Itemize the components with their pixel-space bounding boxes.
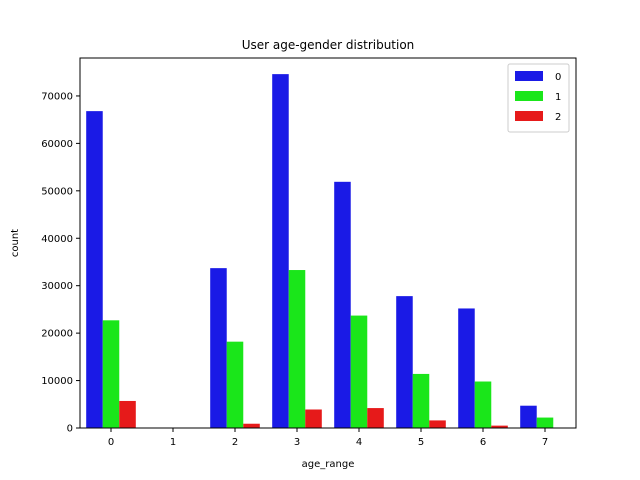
y-tick-label: 70000: [41, 91, 73, 102]
y-tick-label: 50000: [41, 186, 73, 197]
bar-series-1-cat-5: [412, 373, 430, 428]
y-tick-label: 20000: [41, 329, 73, 340]
bar-series-0-cat-7: [520, 405, 537, 428]
bar-series-0-cat-0: [86, 111, 103, 428]
plot-frame: [79, 57, 577, 429]
bar-series-2-cat-4: [367, 408, 384, 428]
bar-series-0-cat-4: [334, 181, 351, 428]
x-tick-label: 3: [294, 437, 300, 448]
bar-series-1-cat-6: [474, 381, 492, 428]
legend-swatch-0: [515, 71, 543, 81]
y-tick-label: 60000: [41, 139, 73, 150]
bar-series-2-cat-2: [243, 423, 260, 428]
x-tick-label: 1: [170, 437, 176, 448]
bar-series-1-cat-2: [226, 341, 244, 428]
bar-series-2-cat-3: [305, 409, 322, 428]
y-axis-ticks: 0 10000 20000 30000 40000 50000 60000 70000: [41, 91, 80, 435]
y-tick-label: 40000: [41, 234, 73, 245]
x-tick-label: 4: [356, 437, 362, 448]
legend-label-1: 1: [555, 92, 561, 103]
y-tick-label: 0: [67, 424, 73, 435]
legend-swatch-2: [515, 111, 543, 121]
legend: 0 1 2: [507, 63, 570, 133]
x-axis-ticks: 0 1 2 3 4 5 6 7: [108, 428, 548, 448]
bars-group: [86, 74, 554, 428]
y-tick-label: 30000: [41, 281, 73, 292]
legend-label-0: 0: [555, 72, 561, 83]
x-axis-label: age_range: [302, 459, 355, 470]
bar-series-2-cat-5: [429, 420, 446, 428]
legend-swatch-1: [515, 91, 543, 101]
bar-series-1-cat-0: [102, 320, 120, 428]
x-tick-label: 0: [108, 437, 114, 448]
chart-title: User age-gender distribution: [242, 38, 415, 52]
bar-series-0-cat-3: [272, 74, 289, 428]
x-tick-label: 2: [232, 437, 238, 448]
bar-series-1-cat-3: [288, 270, 306, 428]
legend-label-2: 2: [555, 112, 561, 123]
bar-series-0-cat-6: [458, 308, 475, 428]
y-tick-label: 10000: [41, 376, 73, 387]
bar-series-0-cat-2: [210, 268, 227, 428]
bar-series-1-cat-4: [350, 315, 368, 428]
x-tick-label: 6: [480, 437, 486, 448]
bar-series-2-cat-0: [119, 400, 136, 428]
y-axis-label: count: [10, 229, 21, 257]
bar-series-0-cat-5: [396, 296, 413, 428]
x-tick-label: 7: [542, 437, 548, 448]
bar-series-2-cat-6: [491, 425, 508, 428]
bar-series-1-cat-7: [536, 417, 554, 428]
x-tick-label: 5: [418, 437, 424, 448]
